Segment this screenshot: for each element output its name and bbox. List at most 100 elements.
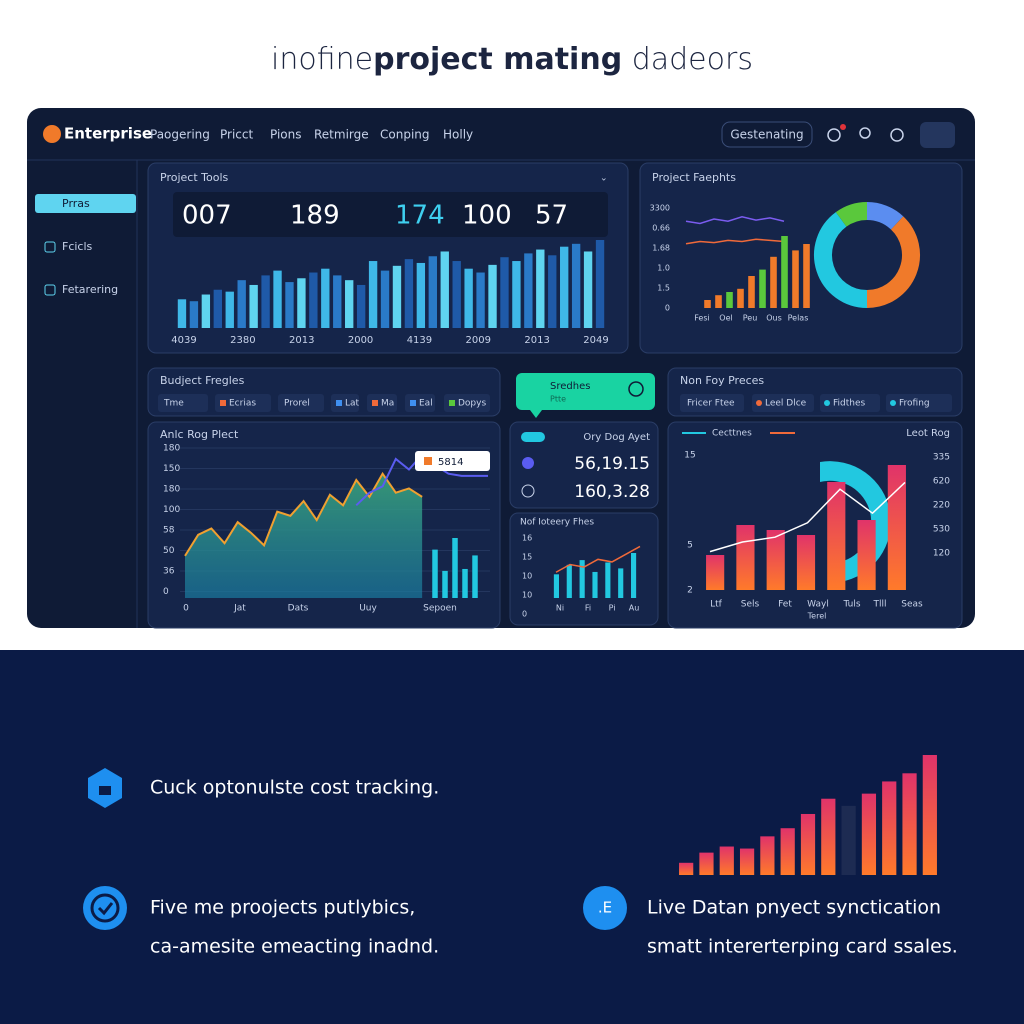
- y-tick-label: 0: [665, 304, 670, 313]
- bar: [189, 301, 199, 328]
- chip[interactable]: [331, 394, 359, 412]
- bar: [579, 560, 585, 598]
- x-tick-label: 2049: [583, 335, 608, 346]
- x-tick-label: Seas: [901, 600, 923, 610]
- chip[interactable]: [444, 394, 490, 412]
- y-tick-label: 1.5: [657, 284, 670, 293]
- x-tick-label: Sels: [741, 600, 760, 610]
- icon-button[interactable]: [920, 122, 955, 148]
- chip-label: Eal: [419, 399, 433, 409]
- chip-label: Tme: [163, 399, 184, 409]
- chip-dot: [824, 400, 830, 406]
- bar: [706, 555, 725, 590]
- bar: [553, 574, 559, 598]
- donut-segment: [866, 202, 904, 230]
- nav-item[interactable]: Holly: [443, 128, 473, 142]
- chip-label: Prorel: [284, 399, 310, 409]
- bar: [595, 240, 605, 328]
- nav-item[interactable]: Pions: [270, 128, 302, 142]
- feature-text: Live Datan pnyect synctication: [647, 897, 941, 919]
- bar: [548, 255, 557, 328]
- chevron: ⌄: [600, 174, 608, 184]
- chip[interactable]: [158, 394, 208, 412]
- bar: [472, 555, 478, 598]
- sidebar-item: Fcicls: [62, 240, 93, 253]
- bar: [792, 250, 799, 308]
- line: [685, 215, 785, 225]
- y-tick-label: 120: [933, 549, 950, 559]
- y-tick-label: 180: [163, 444, 180, 454]
- panel: [509, 421, 659, 509]
- x-tick-label: Pelas: [788, 314, 809, 323]
- x-tick-label: 0: [183, 604, 189, 614]
- bar: [512, 261, 521, 328]
- chip-dot: [890, 400, 896, 406]
- chip-dot: [756, 400, 762, 406]
- y-tick-label: 220: [933, 501, 950, 511]
- sidebar-active[interactable]: [35, 194, 136, 213]
- bar: [462, 568, 468, 598]
- x-tick-label: Au: [629, 604, 640, 613]
- y-tick-label: 150: [163, 464, 180, 474]
- chip[interactable]: [367, 394, 397, 412]
- panel-title: Nof Ioteery Fhes: [520, 518, 594, 528]
- bar: [380, 270, 390, 328]
- tooltip-text: 5814: [438, 457, 463, 468]
- y-tick-label: 0.66: [652, 224, 670, 233]
- nav-item[interactable]: Conping: [380, 128, 430, 142]
- chip[interactable]: [886, 394, 952, 412]
- panel-title: Ory Dog Ayet: [583, 432, 650, 443]
- panel-title: Non Foy Preces: [680, 374, 764, 387]
- bar: [177, 299, 187, 328]
- x-tick-label: Fi: [585, 604, 591, 613]
- chip-dot: [372, 400, 378, 406]
- callout-title: Sredhes: [550, 381, 590, 392]
- bar: [770, 256, 777, 308]
- chip[interactable]: [278, 394, 324, 412]
- x-tick-label: Sepoen: [423, 604, 457, 614]
- panel-title: Budject Fregles: [160, 374, 245, 387]
- sidebar-item: Prras: [62, 197, 90, 210]
- chip[interactable]: [820, 394, 880, 412]
- chip[interactable]: [680, 394, 744, 412]
- sidebar-item: Fetarering: [62, 283, 118, 296]
- bar: [841, 805, 856, 875]
- panel-title: Anlc Rog Plect: [160, 428, 239, 441]
- y-tick-label: 2: [687, 586, 693, 596]
- line: [685, 238, 785, 245]
- y-tick-label: 0: [163, 587, 169, 597]
- nav-item[interactable]: Paogering: [150, 128, 210, 142]
- chip[interactable]: [215, 394, 271, 412]
- y-tick-label: 530: [933, 525, 950, 535]
- bar: [631, 553, 637, 598]
- chip-label: Dopys: [458, 399, 486, 409]
- bar: [800, 813, 816, 875]
- x-tick-label: Tuls: [842, 600, 860, 610]
- stat-value: 007: [182, 201, 232, 231]
- icon[interactable]: [827, 128, 841, 142]
- bar: [739, 848, 755, 875]
- bar: [760, 836, 775, 875]
- bar: [571, 243, 581, 328]
- chip[interactable]: [752, 394, 814, 412]
- icon[interactable]: [890, 128, 904, 142]
- y-tick-label: 16: [522, 534, 532, 543]
- nav-item[interactable]: Pricct: [220, 128, 253, 142]
- icon: [522, 457, 534, 469]
- legend-label: Cecttnes: [712, 429, 752, 439]
- lock: [99, 786, 111, 795]
- bar: [699, 852, 714, 875]
- bar: [297, 278, 306, 328]
- nav-item[interactable]: Retmirge: [314, 128, 369, 142]
- button[interactable]: [721, 121, 813, 148]
- line: [709, 481, 906, 553]
- y-tick-label: 180: [163, 485, 180, 495]
- icon[interactable]: [859, 127, 871, 139]
- stat-value: 57: [535, 201, 568, 231]
- bar: [432, 549, 438, 598]
- pill: [521, 432, 545, 442]
- y-tick-label: 10: [522, 591, 532, 600]
- chip[interactable]: [405, 394, 435, 412]
- bar: [356, 284, 366, 328]
